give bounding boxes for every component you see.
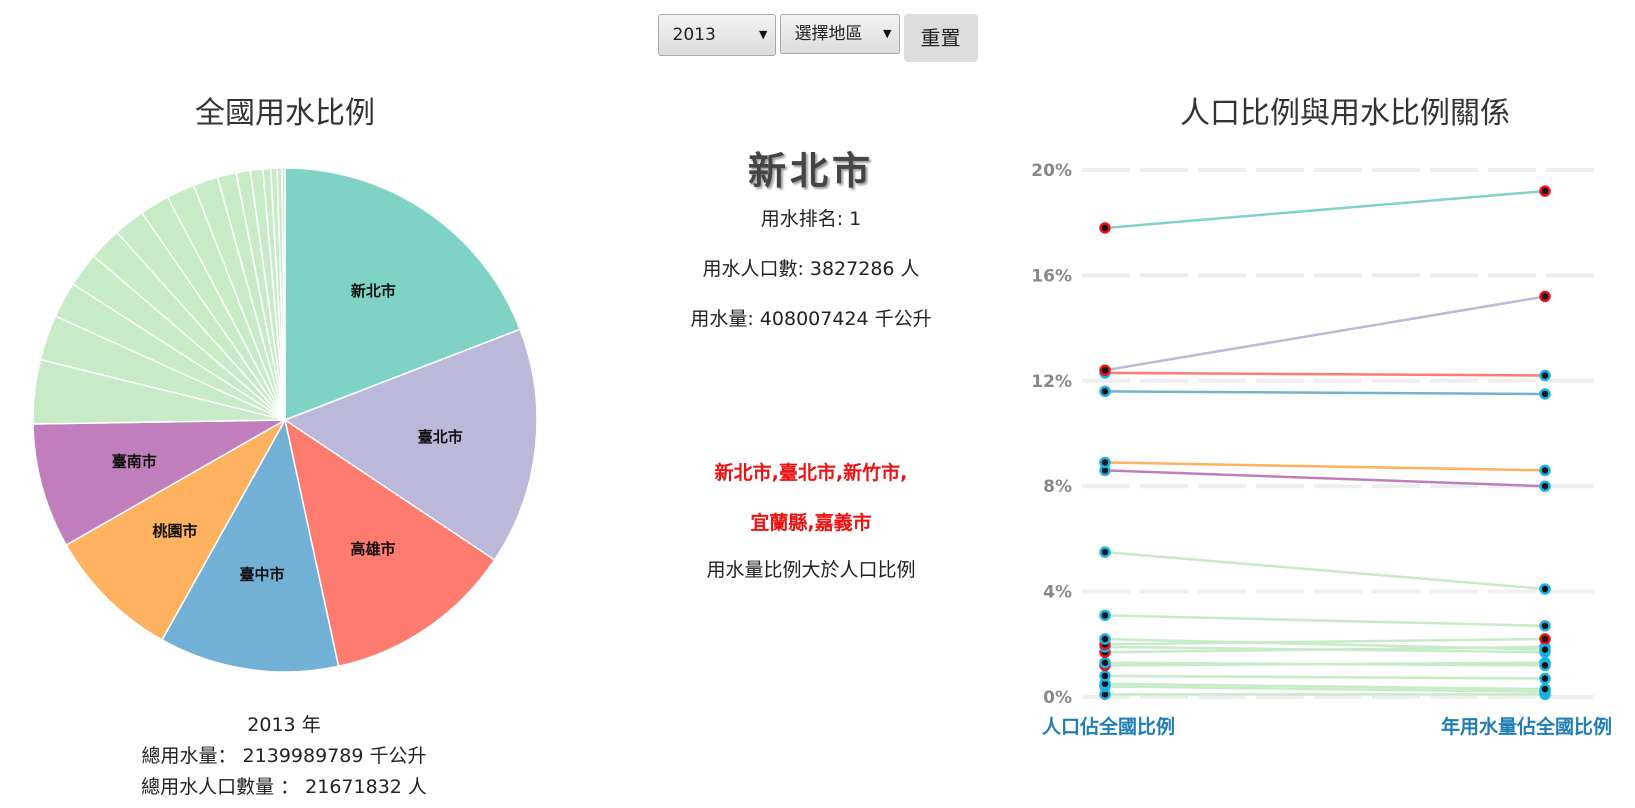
slope-line-9[interactable]: [1104, 637, 1546, 646]
slope-point-9-1[interactable]: [1539, 633, 1551, 645]
pie-slice-label-3: 臺中市: [239, 566, 284, 584]
compare-note: 用水量比例大於人口比例: [706, 559, 916, 581]
slope-line-5[interactable]: [1104, 469, 1546, 488]
slope-point-7-0[interactable]: [1099, 609, 1111, 622]
slope-line-8[interactable]: [1104, 637, 1546, 651]
slope-line-12[interactable]: [1104, 661, 1546, 667]
controls-bar: 2013 ▼ 選擇地區 ▼ 重置: [0, 14, 1635, 62]
pie-slice-21[interactable]: [281, 167, 286, 421]
slope-point-12-0[interactable]: [1099, 656, 1111, 669]
slope-point-6-1[interactable]: [1539, 583, 1551, 595]
dropdown-arrow-icon: ▼: [759, 28, 768, 41]
slope-line-7[interactable]: [1104, 614, 1546, 628]
slope-point-1-1[interactable]: [1539, 290, 1551, 303]
pie-slice-4[interactable]: [65, 418, 287, 641]
slope-point-8-0[interactable]: [1099, 633, 1111, 645]
slope-line-6[interactable]: [1104, 550, 1546, 591]
y-tick-label-1: 4%: [1043, 583, 1072, 603]
pie-slice-label-1: 臺北市: [418, 428, 463, 446]
slope-chart-title: 人口比例與用水比例關係: [1180, 96, 1510, 131]
slope-point-14-1[interactable]: [1539, 672, 1551, 685]
region-select-value: 選擇地區: [794, 24, 863, 44]
pie-slice-label-2: 高雄市: [350, 540, 395, 558]
slope-point-0-0[interactable]: [1099, 222, 1111, 234]
y-tick-label-3: 12%: [1031, 372, 1072, 392]
slope-chart: 0% 4% 8% 12% 16% 20%: [1031, 161, 1602, 708]
summary-total-population: 總用水人口數量 ： 21671832 人: [141, 776, 427, 798]
year-select[interactable]: 2013 ▼: [657, 14, 776, 56]
slope-line-3[interactable]: [1104, 390, 1546, 396]
pie-chart-title: 全國用水比例: [195, 96, 375, 131]
slope-point-0-1[interactable]: [1539, 185, 1551, 197]
highlight-line-2: 宜蘭縣,嘉義市: [750, 512, 872, 534]
reset-button[interactable]: 重置: [903, 14, 978, 62]
slope-point-6-0[interactable]: [1099, 546, 1111, 558]
pie-slice-label-0: 新北市: [351, 282, 396, 300]
y-tick-label-0: 0%: [1043, 688, 1072, 708]
highlight-city-list: 新北市,臺北市,新竹市, 宜蘭縣,嘉義市: [655, 448, 967, 548]
city-population: 用水人口數: 3827286 人: [702, 258, 920, 280]
city-rank: 用水排名: 1: [760, 208, 862, 230]
slope-point-5-1[interactable]: [1539, 480, 1551, 492]
slope-point-14-0[interactable]: [1099, 670, 1111, 682]
summary-total-water: 總用水量： 2139989789 千公升: [141, 745, 427, 767]
pie-summary: 2013 年 總用水量： 2139989789 千公升 總用水人口數量 ： 21…: [84, 710, 484, 803]
slope-line-10[interactable]: [1104, 645, 1546, 654]
slope-line-2[interactable]: [1104, 371, 1546, 377]
slope-point-15-1[interactable]: [1539, 683, 1551, 695]
pie-slice-3[interactable]: [160, 417, 340, 673]
slope-point-7-1[interactable]: [1539, 620, 1551, 632]
pie-slice-5[interactable]: [32, 419, 286, 547]
y-tick-label-4: 16%: [1031, 266, 1072, 286]
pie-slice-label-5: 臺南市: [112, 452, 157, 470]
y-tick-label-2: 8%: [1043, 477, 1072, 497]
dropdown-arrow-icon: ▼: [883, 27, 892, 40]
slope-line-0[interactable]: [1104, 189, 1546, 230]
slope-left-axis-label: 人口佔全國比例: [1042, 716, 1176, 738]
slope-point-8-1[interactable]: [1539, 643, 1551, 656]
y-tick-label-5: 20%: [1031, 161, 1072, 181]
slope-point-1-0[interactable]: [1099, 364, 1111, 377]
city-detail-panel: 新北市 用水排名: 1 用水人口數: 3827286 人 用水量: 408007…: [655, 140, 967, 353]
slope-line-14[interactable]: [1104, 674, 1546, 680]
slope-line-4[interactable]: [1104, 461, 1546, 472]
slope-point-12-1[interactable]: [1539, 659, 1551, 672]
pie-slice-0[interactable]: [284, 167, 522, 422]
city-name: 新北市: [747, 149, 874, 193]
slope-point-3-0[interactable]: [1099, 385, 1111, 398]
pie-slice-1[interactable]: [283, 328, 538, 561]
highlight-line-1: 新北市,臺北市,新竹市,: [714, 462, 908, 484]
slope-line-15[interactable]: [1104, 682, 1546, 691]
slope-point-3-1[interactable]: [1539, 388, 1551, 400]
region-select[interactable]: 選擇地區 ▼: [779, 14, 900, 54]
slope-right-axis-label: 年用水量佔全國比例: [1441, 716, 1613, 738]
summary-year: 2013 年: [247, 714, 321, 736]
slope-line-1[interactable]: [1104, 295, 1546, 372]
pie-slice-2[interactable]: [283, 418, 496, 668]
slope-point-2-1[interactable]: [1539, 369, 1551, 382]
year-select-value: 2013: [672, 25, 716, 45]
city-water-usage: 用水量: 408007424 千公升: [690, 308, 932, 330]
slope-line-16[interactable]: [1104, 685, 1546, 693]
pie-slice-label-4: 桃園市: [153, 522, 198, 540]
slope-point-4-1[interactable]: [1539, 464, 1551, 477]
slope-point-4-0[interactable]: [1099, 456, 1111, 469]
